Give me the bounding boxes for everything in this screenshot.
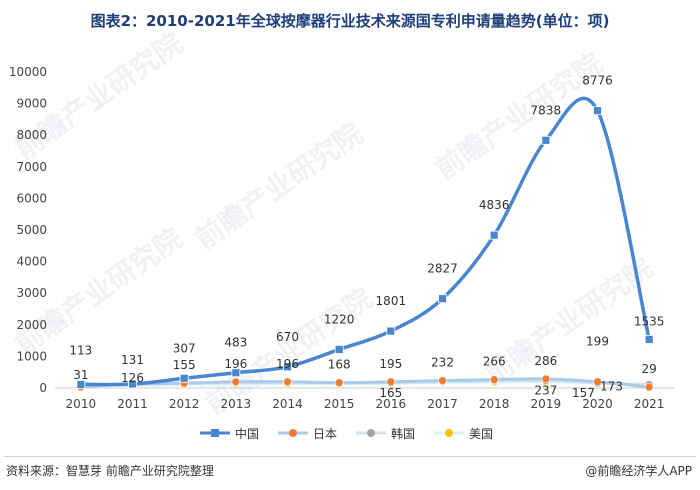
y-axis: 0 1000 2000 3000 4000 5000 6000 7000 8000 9000 100… <box>9 65 47 395</box>
series-marker-0 <box>541 135 551 145</box>
y-tick-label: 5000 <box>16 223 47 237</box>
series-marker-0 <box>334 345 344 354</box>
y-tick-label: 0 <box>39 381 47 395</box>
x-tick-label: 2014 <box>272 397 303 411</box>
series-marker-0 <box>76 380 86 389</box>
series-marker-0 <box>283 362 292 372</box>
data-label: 1535 <box>634 314 665 328</box>
legend-marker <box>289 429 297 437</box>
legend-label: 日本 <box>313 427 337 441</box>
x-tick-label: 2020 <box>582 397 613 411</box>
source-note: 资料来源：智慧芽 前瞻产业研究院整理 <box>6 464 214 478</box>
data-label: 157 <box>572 386 595 400</box>
data-label: 237 <box>534 384 557 398</box>
data-label: 1220 <box>324 312 355 326</box>
data-label: 195 <box>379 357 402 371</box>
series-marker-1 <box>231 377 241 387</box>
data-label: 2827 <box>427 262 458 276</box>
series-markers <box>76 106 654 392</box>
legend-marker <box>445 429 453 437</box>
data-label: 196 <box>224 357 247 371</box>
y-tick-label: 8000 <box>16 128 47 142</box>
data-label: 483 <box>224 336 247 350</box>
series-marker-0 <box>231 368 241 378</box>
data-label: 31 <box>73 368 88 382</box>
series-marker-0 <box>128 379 137 389</box>
series-marker-1 <box>386 377 396 387</box>
x-tick-label: 2018 <box>479 397 510 411</box>
series-marker-1 <box>438 376 447 385</box>
y-tick-label: 6000 <box>16 191 47 205</box>
series-marker-0 <box>593 106 602 116</box>
x-tick-label: 2011 <box>117 397 148 411</box>
legend-label: 中国 <box>235 426 259 441</box>
y-tick-label: 7000 <box>16 160 47 174</box>
data-label: 131 <box>121 353 144 367</box>
brand-credit: @前瞻经济学人APP <box>585 464 692 478</box>
data-label: 126 <box>121 371 144 385</box>
chart-title: 图表2：2010-2021年全球按摩器行业技术来源国专利申请量趋势(单位：项) <box>90 12 610 30</box>
series-line-0 <box>79 96 651 387</box>
y-tick-label: 9000 <box>16 97 47 111</box>
y-tick-label: 1000 <box>16 349 47 363</box>
data-label: 196 <box>276 357 299 371</box>
y-tick-label: 4000 <box>16 255 47 269</box>
series-line-1 <box>79 377 651 389</box>
legend: 中国 日本 韩国 美国 <box>200 426 493 441</box>
data-label: 286 <box>534 354 557 368</box>
x-tick-label: 2012 <box>169 397 200 411</box>
data-label: 266 <box>483 355 506 369</box>
data-labels: 113 126 307 483 670 1220 1801 2827 4836 7838 8776 1… <box>69 74 664 400</box>
x-tick-label: 2016 <box>376 397 407 411</box>
data-label: 7838 <box>531 103 562 117</box>
series-marker-0 <box>179 373 189 383</box>
x-tick-label: 2010 <box>66 397 97 411</box>
data-label: 1801 <box>376 294 407 308</box>
y-tick-label: 2000 <box>16 318 47 332</box>
series-marker-0 <box>644 335 654 344</box>
data-label: 165 <box>379 386 402 400</box>
x-tick-label: 2015 <box>324 397 355 411</box>
series-marker-1 <box>334 378 344 387</box>
x-axis: 2010 2011 2012 2013 2014 2015 2016 2017 2018 2019… <box>55 387 675 411</box>
series-marker-1 <box>593 377 602 387</box>
data-label: 113 <box>69 343 92 357</box>
series-lines <box>79 96 651 389</box>
series-marker-0 <box>489 230 499 240</box>
data-label: 199 <box>586 335 609 349</box>
series-marker-1 <box>541 374 551 384</box>
y-tick-label: 3000 <box>16 286 47 300</box>
data-label: 8776 <box>582 74 613 88</box>
data-label: 173 <box>600 380 623 394</box>
x-tick-label: 2013 <box>221 397 252 411</box>
x-tick-label: 2021 <box>634 397 665 411</box>
y-tick-label: 10000 <box>9 65 47 79</box>
footer-divider <box>4 456 696 457</box>
data-label: 29 <box>642 362 657 376</box>
data-label: 155 <box>173 358 196 372</box>
series-marker-0 <box>386 326 396 336</box>
x-tick-label: 2019 <box>531 397 562 411</box>
data-label: 4836 <box>479 198 510 212</box>
data-label: 232 <box>431 356 454 370</box>
series-marker-1 <box>489 375 499 384</box>
data-label: 307 <box>173 341 196 355</box>
legend-marker <box>211 429 219 437</box>
line-chart: 0 1000 2000 3000 4000 5000 6000 7000 8000 9000 100… <box>9 65 675 441</box>
series-marker-1 <box>283 377 292 387</box>
series-marker-1 <box>644 382 654 392</box>
legend-marker <box>367 429 375 437</box>
data-label: 670 <box>276 330 299 344</box>
x-tick-label: 2017 <box>427 397 458 411</box>
data-label: 168 <box>328 358 351 372</box>
legend-label: 美国 <box>469 427 493 441</box>
series-marker-0 <box>438 294 447 304</box>
legend-label: 韩国 <box>391 426 415 441</box>
